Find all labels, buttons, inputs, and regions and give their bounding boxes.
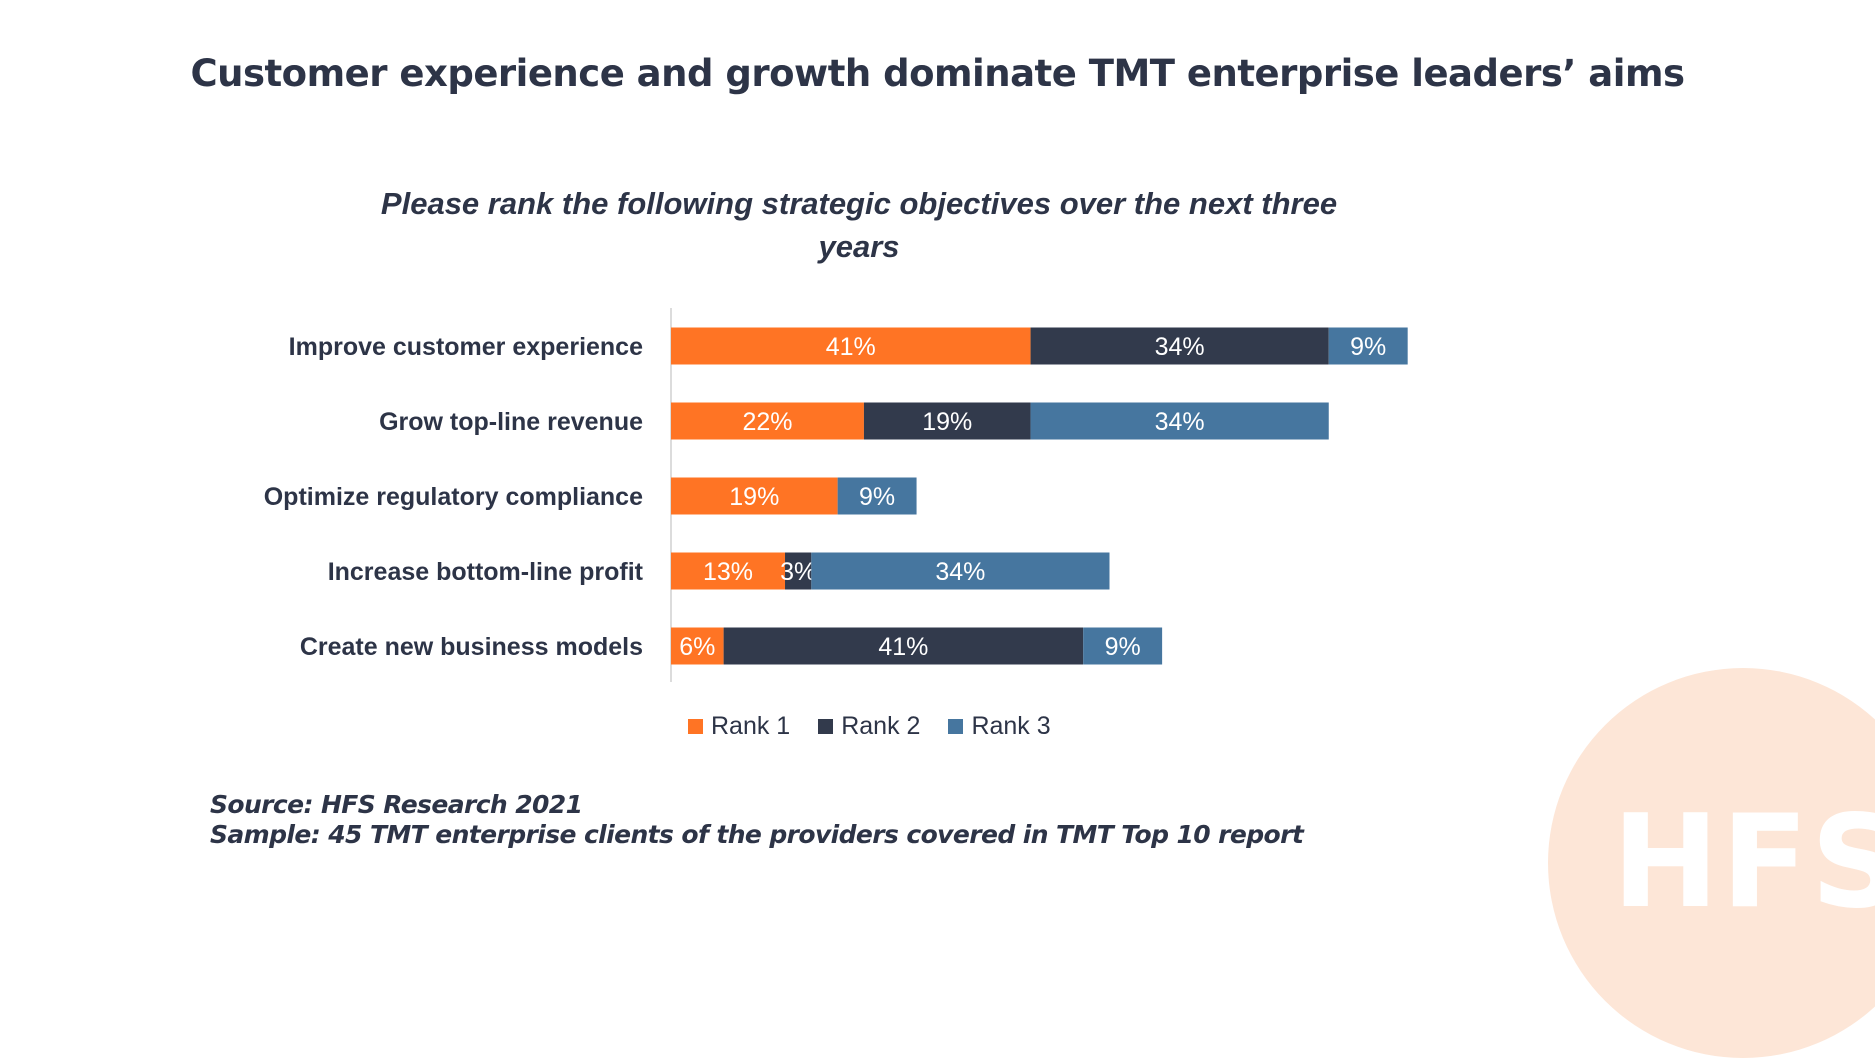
chart-title: Please rank the following strategic obje… <box>380 186 1338 264</box>
bar-increase-bottom-line-profit-rank-1 <box>671 552 786 590</box>
data-label-improve-customer-experience-rank-1: 41% <box>826 333 876 361</box>
category-labels: Improve customer experience Grow top-line… <box>264 333 644 661</box>
footnote: Source: HFS Research 2021 Sample: 45 TMT… <box>210 790 1304 850</box>
legend-label: Rank 1 <box>711 712 791 740</box>
legend-item-rank-2: Rank 2 <box>818 712 920 741</box>
bar-increase-bottom-line-profit-rank-3 <box>811 552 1110 590</box>
sample-line: Sample: 45 TMT enterprise clients of the… <box>210 820 1304 849</box>
data-label-increase-bottom-line-profit-rank-3: 34% <box>935 558 985 586</box>
category-label-grow-top-line-revenue: Grow top-line revenue <box>379 408 643 436</box>
bar-increase-bottom-line-profit-rank-2 <box>785 552 812 590</box>
data-label-create-new-business-models-rank-3: 9% <box>1105 633 1141 661</box>
category-label-optimize-regulatory-compliance: Optimize regulatory compliance <box>264 483 643 511</box>
data-label-grow-top-line-revenue-rank-2: 19% <box>922 408 972 436</box>
data-label-optimize-regulatory-compliance-rank-1: 19% <box>729 483 779 511</box>
brand-logo: HFS <box>1612 788 1875 937</box>
category-label-create-new-business-models: Create new business models <box>300 633 643 661</box>
legend-swatch <box>688 719 703 734</box>
bar-improve-customer-experience-rank-2 <box>1030 327 1329 365</box>
category-label-improve-customer-experience: Improve customer experience <box>289 333 643 361</box>
bar-optimize-regulatory-compliance-rank-3 <box>837 477 917 515</box>
data-label-grow-top-line-revenue-rank-1: 22% <box>742 408 792 436</box>
legend-item-rank-1: Rank 1 <box>688 712 790 741</box>
stacked-bar-chart: Improve customer experience Grow top-line… <box>264 308 1408 682</box>
data-label-optimize-regulatory-compliance-rank-3: 9% <box>859 483 895 511</box>
legend-item-rank-3: Rank 3 <box>948 712 1051 741</box>
data-label-improve-customer-experience-rank-3: 9% <box>1350 333 1386 361</box>
bar-create-new-business-models-rank-3 <box>1083 627 1163 665</box>
page-headline: Customer experience and growth dominate … <box>190 52 1685 95</box>
chart-legend: Rank 1 Rank 2 Rank 3 <box>688 712 1051 741</box>
bar-improve-customer-experience-rank-3 <box>1328 327 1408 365</box>
legend-label: Rank 3 <box>971 712 1051 740</box>
bar-grow-top-line-revenue-rank-2 <box>863 402 1031 440</box>
source-line: Source: HFS Research 2021 <box>210 790 583 819</box>
legend-swatch <box>948 719 964 734</box>
data-label-create-new-business-models-rank-2: 41% <box>878 633 928 661</box>
legend-label: Rank 2 <box>841 712 921 740</box>
legend-swatch <box>818 719 834 734</box>
bar-grow-top-line-revenue-rank-1 <box>671 402 864 440</box>
data-label-increase-bottom-line-profit-rank-2: 3% <box>780 558 816 586</box>
bar-optimize-regulatory-compliance-rank-1 <box>671 477 838 515</box>
category-label-increase-bottom-line-profit: Increase bottom-line profit <box>328 558 644 586</box>
data-label-grow-top-line-revenue-rank-3: 34% <box>1155 408 1205 436</box>
data-label-create-new-business-models-rank-1: 6% <box>679 633 715 661</box>
bars: 41% 34% 9% 22% 19% 34% 19% 9% 13% 3% 34% 6% 41% 9% <box>671 327 1408 665</box>
bar-create-new-business-models-rank-2 <box>723 627 1084 665</box>
bar-improve-customer-experience-rank-1 <box>671 327 1031 365</box>
bar-create-new-business-models-rank-1 <box>671 627 724 665</box>
data-label-improve-customer-experience-rank-2: 34% <box>1155 333 1205 361</box>
bar-grow-top-line-revenue-rank-3 <box>1030 402 1329 440</box>
data-label-increase-bottom-line-profit-rank-1: 13% <box>703 558 753 586</box>
